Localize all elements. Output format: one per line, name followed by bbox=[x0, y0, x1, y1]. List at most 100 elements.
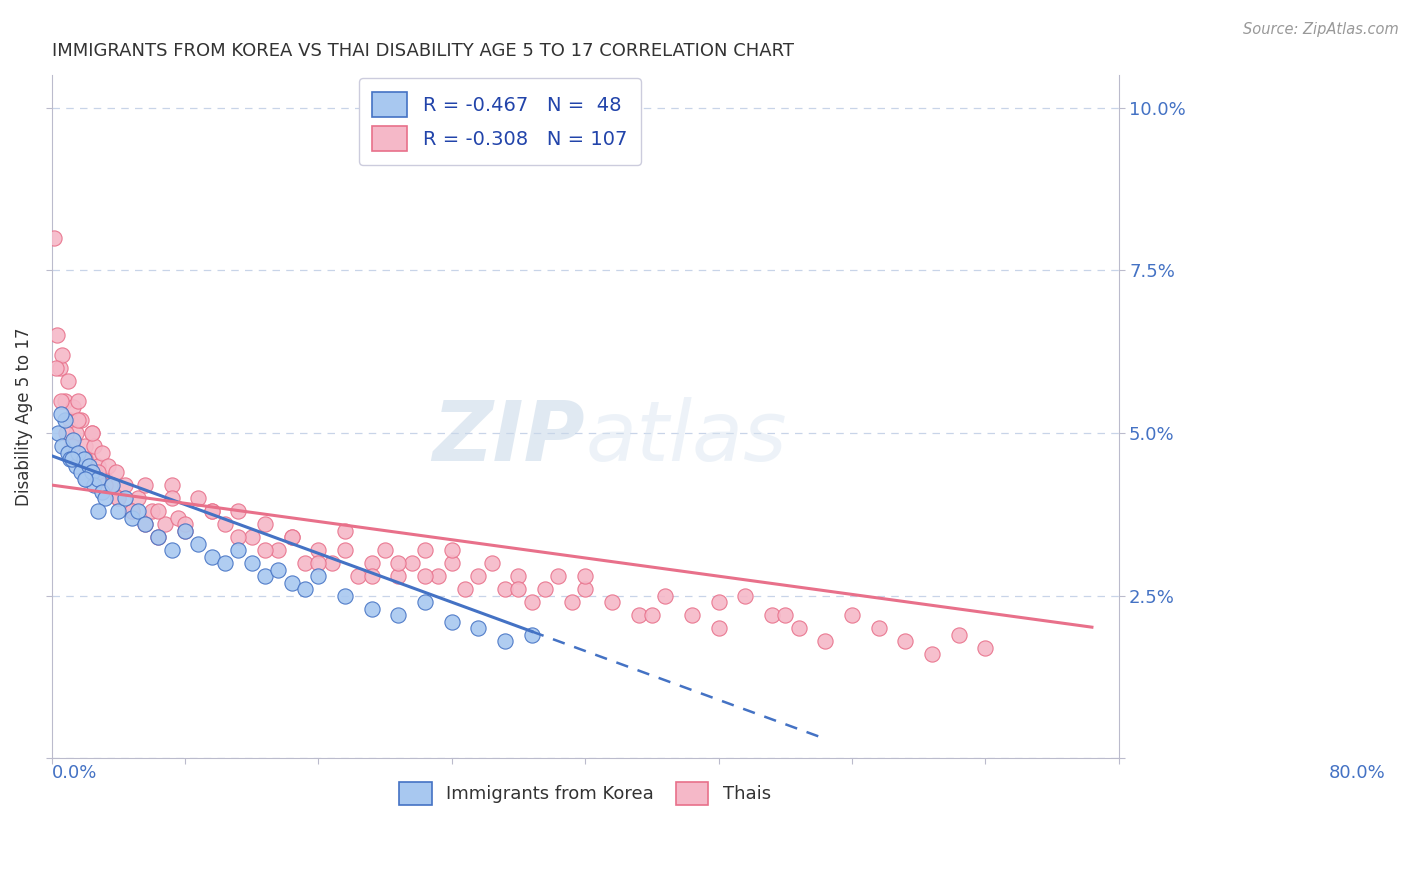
Point bbox=[100, 478, 122, 492]
Text: Source: ZipAtlas.com: Source: ZipAtlas.com bbox=[1243, 22, 1399, 37]
Point bbox=[148, 530, 170, 544]
Point bbox=[841, 608, 863, 623]
Point bbox=[267, 543, 290, 558]
Point bbox=[174, 524, 197, 538]
Point bbox=[51, 439, 73, 453]
Point bbox=[55, 425, 77, 440]
Point bbox=[134, 517, 156, 532]
Point bbox=[62, 433, 84, 447]
Point bbox=[94, 491, 117, 505]
Point bbox=[214, 517, 236, 532]
Point bbox=[787, 621, 810, 635]
Point bbox=[167, 510, 190, 524]
Point bbox=[467, 569, 489, 583]
Point bbox=[70, 413, 93, 427]
Point bbox=[387, 556, 409, 570]
Point bbox=[401, 556, 423, 570]
Point bbox=[87, 504, 110, 518]
Point bbox=[67, 393, 90, 408]
Point bbox=[254, 569, 277, 583]
Point bbox=[387, 608, 409, 623]
Point bbox=[121, 510, 143, 524]
Point bbox=[773, 608, 796, 623]
Point bbox=[77, 452, 100, 467]
Point bbox=[267, 563, 290, 577]
Point bbox=[121, 504, 143, 518]
Point bbox=[153, 517, 176, 532]
Point bbox=[75, 472, 97, 486]
Point bbox=[333, 524, 356, 538]
Point bbox=[868, 621, 890, 635]
Point bbox=[65, 425, 87, 440]
Point bbox=[360, 601, 382, 615]
Point bbox=[160, 543, 183, 558]
Point bbox=[148, 530, 170, 544]
Point bbox=[440, 615, 463, 629]
Point bbox=[75, 472, 97, 486]
Point bbox=[440, 543, 463, 558]
Point bbox=[654, 589, 676, 603]
Point bbox=[114, 478, 136, 492]
Point bbox=[308, 569, 330, 583]
Point bbox=[59, 452, 82, 467]
Point bbox=[87, 465, 110, 479]
Point bbox=[80, 465, 103, 479]
Point bbox=[547, 569, 569, 583]
Point bbox=[228, 543, 250, 558]
Point bbox=[134, 517, 156, 532]
Point bbox=[228, 504, 250, 518]
Point bbox=[254, 543, 277, 558]
Text: atlas: atlas bbox=[585, 397, 787, 478]
Point bbox=[494, 582, 516, 597]
Point bbox=[520, 628, 543, 642]
Point bbox=[201, 549, 224, 564]
Point bbox=[134, 478, 156, 492]
Text: ZIP: ZIP bbox=[433, 397, 585, 478]
Point bbox=[44, 231, 66, 245]
Point bbox=[148, 504, 170, 518]
Point bbox=[77, 458, 100, 473]
Point bbox=[46, 328, 69, 343]
Point bbox=[53, 413, 76, 427]
Point bbox=[187, 491, 209, 505]
Y-axis label: Disability Age 5 to 17: Disability Age 5 to 17 bbox=[15, 327, 32, 506]
Point bbox=[60, 452, 83, 467]
Point bbox=[520, 595, 543, 609]
Point bbox=[80, 425, 103, 440]
Point bbox=[627, 608, 650, 623]
Point bbox=[187, 536, 209, 550]
Point bbox=[87, 472, 110, 486]
Point bbox=[56, 374, 79, 388]
Point bbox=[574, 569, 596, 583]
Point bbox=[48, 361, 70, 376]
Point bbox=[641, 608, 664, 623]
Point bbox=[254, 517, 277, 532]
Point bbox=[308, 543, 330, 558]
Point bbox=[174, 524, 197, 538]
Point bbox=[201, 504, 224, 518]
Point bbox=[201, 504, 224, 518]
Point bbox=[574, 582, 596, 597]
Point bbox=[91, 484, 114, 499]
Point bbox=[374, 543, 396, 558]
Point bbox=[454, 582, 477, 597]
Point bbox=[508, 582, 530, 597]
Point bbox=[141, 504, 163, 518]
Point bbox=[91, 445, 114, 459]
Point bbox=[240, 530, 263, 544]
Point bbox=[761, 608, 783, 623]
Point bbox=[321, 556, 343, 570]
Point bbox=[333, 543, 356, 558]
Point bbox=[53, 393, 76, 408]
Point bbox=[94, 472, 117, 486]
Point bbox=[100, 478, 122, 492]
Point bbox=[360, 569, 382, 583]
Point bbox=[45, 361, 67, 376]
Point bbox=[87, 458, 110, 473]
Point bbox=[51, 348, 73, 362]
Point bbox=[494, 634, 516, 648]
Point bbox=[427, 569, 450, 583]
Point bbox=[214, 556, 236, 570]
Point bbox=[121, 504, 143, 518]
Point bbox=[114, 491, 136, 505]
